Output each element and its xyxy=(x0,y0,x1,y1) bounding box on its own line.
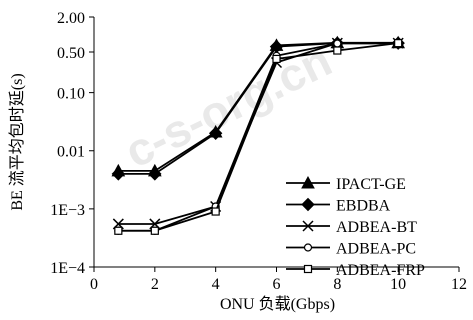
data-point xyxy=(301,175,315,189)
data-point xyxy=(114,226,123,235)
data-point xyxy=(333,39,342,48)
x-tick-label: 4 xyxy=(212,276,220,293)
x-tick-label: 12 xyxy=(451,276,467,293)
y-tick-label: 0.01 xyxy=(57,144,85,161)
data-point xyxy=(208,126,223,140)
series-group xyxy=(111,35,406,235)
y-tick-label: 0.50 xyxy=(57,45,85,62)
data-point xyxy=(148,167,162,181)
x-tick-label: 10 xyxy=(390,276,406,293)
legend-item: ADBEA-FRP xyxy=(286,262,425,279)
data-point-stroke xyxy=(302,220,314,232)
legend-label: ADBEA-FRP xyxy=(336,262,425,279)
axes: 0 2 4 6 8 10 12 2.00 0.50 0.10 0.01 1E−3 1E−4 ONU 负载(… xyxy=(8,10,467,313)
x-tick-label: 0 xyxy=(90,276,98,293)
x-axis-title: ONU 负载(Gbps) xyxy=(220,295,335,313)
data-point xyxy=(150,226,159,235)
y-tick-label: 2.00 xyxy=(57,10,85,27)
y-tick-label: 1E−4 xyxy=(50,260,85,277)
data-point xyxy=(272,54,281,64)
legend-label: ADBEA-PC xyxy=(336,241,416,258)
data-point xyxy=(333,46,342,55)
x-tick-label: 6 xyxy=(273,276,281,293)
series-adbea-frp xyxy=(114,39,403,235)
y-axis-title: BE 流平均包时延(s) xyxy=(8,73,26,210)
data-point xyxy=(303,264,313,274)
legend-label: EBDBA xyxy=(336,198,391,215)
x-tick-label: 8 xyxy=(333,276,341,293)
legend-item: EBDBA xyxy=(286,198,391,215)
y-tick-label: 0.10 xyxy=(57,86,85,103)
legend-label: IPACT-GE xyxy=(336,176,406,193)
legend-item: IPACT-GE xyxy=(286,175,406,193)
legend: IPACT-GE EBDBA ADBEA-BT ADBEA-PC ADBEA-FRP xyxy=(286,175,425,279)
y-tick-label: 1E−3 xyxy=(50,202,85,219)
data-point xyxy=(111,167,126,181)
data-point xyxy=(211,207,220,216)
data-point xyxy=(394,39,403,48)
legend-item: ADBEA-PC xyxy=(286,241,416,258)
legend-label: ADBEA-BT xyxy=(336,219,417,236)
data-point xyxy=(302,220,314,232)
legend-item: ADBEA-BT xyxy=(286,219,417,236)
series-line xyxy=(118,42,399,232)
data-point xyxy=(301,197,315,212)
data-point xyxy=(303,243,313,252)
x-tick-label: 2 xyxy=(151,276,159,293)
